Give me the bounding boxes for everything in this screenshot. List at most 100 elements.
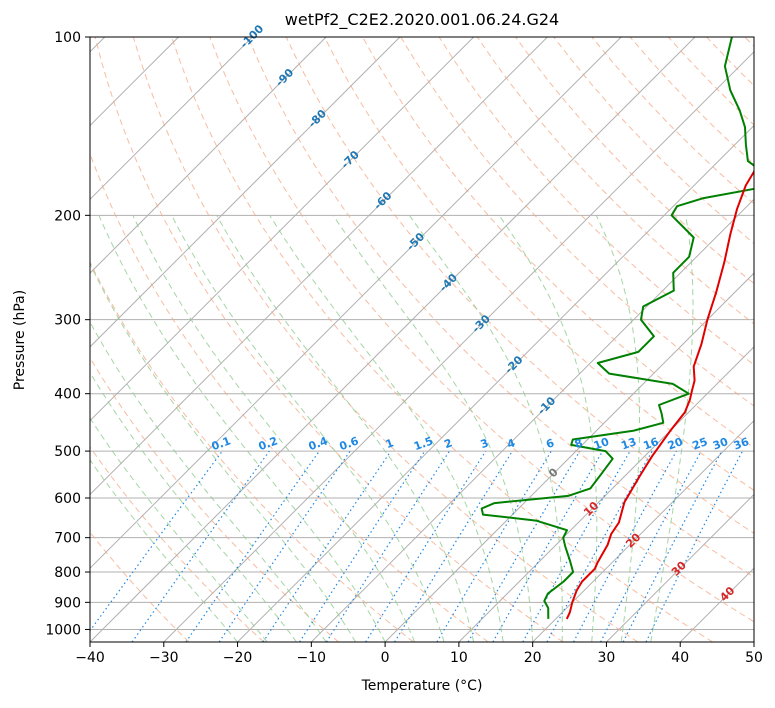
isotherm-line [606, 493, 754, 642]
moist-adiabat [650, 215, 694, 642]
x-tick-label: −10 [297, 650, 327, 666]
dry-adiabat [171, 37, 713, 642]
isotherm-line [458, 346, 754, 642]
moist-adiabat [90, 262, 357, 642]
dry-adiabat [323, 37, 754, 491]
isotherm-line [532, 419, 754, 642]
isotherm-line [90, 37, 696, 642]
mixing-ratio-label: 0.6 [338, 434, 361, 453]
mixing-ratio-label: 30 [711, 435, 730, 453]
y-tick-label: 300 [54, 313, 81, 329]
x-tick-label: −20 [223, 650, 253, 666]
y-tick-label: 800 [54, 565, 81, 581]
sounding-profiles [480, 37, 754, 620]
mixing-ratio-label: 25 [691, 435, 710, 452]
moist-adiabat [132, 215, 416, 642]
moist-adiabat [98, 215, 386, 642]
isotherm-line [90, 37, 179, 127]
dry-adiabat [209, 37, 754, 623]
moist-adiabat [595, 215, 640, 642]
isotherm-line [753, 641, 754, 642]
y-tick-label: 900 [54, 595, 81, 611]
mixing-ratio-line [467, 450, 581, 642]
dry-adiabat [90, 152, 489, 642]
isotherm-line [90, 37, 475, 422]
dry-adiabat [94, 37, 564, 642]
chart-title: wetPf2_C2E2.2020.001.06.24.G24 [284, 10, 560, 29]
moist-adiabat [90, 417, 268, 642]
dry-adiabat [285, 37, 754, 535]
mixing-ratio-label: 4 [505, 436, 517, 451]
moist-adiabat [90, 371, 298, 642]
dry-adiabat [90, 260, 414, 642]
moist-adiabat [408, 215, 563, 642]
x-tick-label: 20 [524, 650, 542, 666]
dry-adiabat [553, 37, 754, 245]
adiabat-lines [90, 37, 754, 642]
mixing-ratio-label: 13 [619, 435, 638, 452]
y-tick-label: 500 [54, 444, 81, 460]
mixing-ratio-line [299, 450, 426, 642]
isotherm-line [90, 37, 401, 348]
mixing-ratio-label: 1 [384, 436, 396, 451]
mixing-ratio-line [325, 450, 450, 642]
mixing-ratio-line [436, 450, 552, 642]
isotherm-line [237, 124, 754, 642]
dry-adiabat [476, 37, 754, 325]
moist-adiabat [90, 321, 327, 642]
dry-adiabat [706, 37, 754, 87]
mixing-ratio-label: 0.4 [307, 434, 330, 453]
y-tick-label: 200 [54, 208, 81, 224]
moist-adiabat [216, 215, 475, 642]
mixing-ratio-line [572, 450, 677, 642]
mixing-ratio-line [262, 450, 392, 642]
mixing-ratio-line [185, 450, 320, 642]
mixing-ratio-label: 6 [544, 436, 556, 451]
mixing-ratio-line [394, 450, 513, 642]
mixing-ratio-label: 0.2 [257, 434, 280, 453]
mixing-ratio-label: 8 [573, 436, 585, 451]
dry-adiabat [438, 37, 754, 366]
dry-adiabat [90, 531, 190, 642]
mixing-ratio-line [218, 450, 351, 642]
moist-adiabat [90, 459, 238, 642]
isotherm-line [90, 37, 622, 569]
isotherm-line [90, 37, 106, 53]
mixing-ratio-lines [90, 450, 744, 642]
x-tick-label: −40 [75, 650, 105, 666]
isotherm-line [90, 37, 327, 274]
plot-frame [89, 36, 755, 643]
isotherm-line [679, 567, 754, 642]
background-grid [90, 37, 754, 642]
mixing-ratio-line [131, 450, 270, 642]
isotherm-line [90, 37, 548, 496]
isotherm-line [90, 37, 253, 201]
dry-adiabat [744, 37, 754, 47]
mixing-ratio-label: 3 [479, 436, 491, 451]
dry-adiabat [591, 37, 754, 205]
temperature-profile-line [565, 169, 754, 620]
dry-adiabat [667, 37, 754, 126]
dry-adiabat [132, 37, 639, 642]
y-tick-label: 600 [54, 491, 81, 507]
mixing-ratio-label: 36 [732, 435, 751, 453]
isotherm-line [310, 198, 754, 642]
y-tick-label: 1000 [45, 622, 81, 638]
dry-adiabat [515, 37, 754, 285]
y-tick-label: 400 [54, 387, 81, 403]
isotherm-line [384, 272, 754, 642]
x-tick-label: 50 [745, 650, 763, 666]
x-tick-label: 0 [381, 650, 390, 666]
moist-adiabat [269, 215, 504, 642]
dewpoint-profile-line [480, 37, 754, 619]
moist-adiabat [498, 215, 598, 642]
moist-adiabat [332, 215, 534, 642]
mixing-ratio-line [600, 450, 702, 642]
x-tick-label: 10 [450, 650, 468, 666]
x-tick-label: −30 [149, 650, 179, 666]
x-axis-label: Temperature (°C) [361, 678, 483, 694]
axis-ticks: −40 −30 −20 −10 0 10 20 30 40 50 1000 900 800 700 600 5… [45, 30, 763, 666]
mixing-ratio-label: 10 [592, 435, 611, 453]
mixing-ratio-label: 2 [442, 436, 454, 451]
